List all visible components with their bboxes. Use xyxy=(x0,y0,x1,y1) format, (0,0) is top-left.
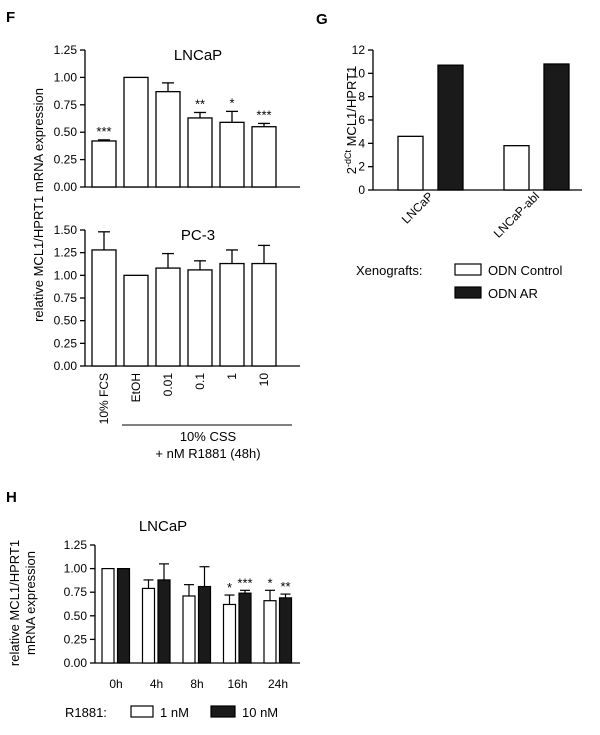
h-x-tick-label: 24h xyxy=(268,677,288,691)
legend-swatch-odn-ar xyxy=(454,286,482,299)
h-y-tick-label: 1.00 xyxy=(64,562,88,576)
f-lncap-y-tick-label: 0.00 xyxy=(54,180,78,194)
h-x-tick-label: 0h xyxy=(109,677,122,691)
f-pc3-y-tick-label: 0.25 xyxy=(54,336,78,350)
f-x-tick-label: 10 xyxy=(257,373,271,387)
f-pc3-bar xyxy=(251,262,277,367)
g-x-tick-label: LNCaP-abl xyxy=(491,189,542,240)
f-pc3-y-tick-label: 0.75 xyxy=(54,291,78,305)
h-y-tick-label: 0.00 xyxy=(64,656,88,670)
h-significance: ** xyxy=(280,579,290,594)
g-y-tick-label: 0 xyxy=(358,183,365,197)
legend-title-h: R1881: xyxy=(65,705,107,720)
g-y-tick-label: 10 xyxy=(352,66,366,80)
chart-title-pc3: PC-3 xyxy=(181,227,215,244)
f-lncap-bar xyxy=(155,90,181,188)
h-bar xyxy=(222,603,237,664)
h-x-tick-label: 16h xyxy=(227,677,247,691)
h-y-tick-label: 1.25 xyxy=(64,538,88,552)
g-x-tick-label: LNCaP xyxy=(399,189,436,226)
legend-label-10nm: 10 nM xyxy=(242,705,278,720)
g-y-tick-label: 4 xyxy=(358,136,365,150)
legend-label-odn-ar: ODN AR xyxy=(488,286,538,301)
h-y-tick-label: 0.25 xyxy=(64,632,88,646)
f-pc3-y-tick-label: 1.50 xyxy=(54,223,78,237)
f-lncap-bar xyxy=(251,126,277,188)
f-pc3-y-tick-label: 0.50 xyxy=(54,314,78,328)
f-x-tick-label: 0.1 xyxy=(193,373,207,390)
h-bar xyxy=(157,579,171,664)
plot-area: 0.000.250.500.751.001.25***** ****0.000.2… xyxy=(54,43,582,691)
legend-swatch-1nm xyxy=(130,705,154,718)
f-pc3-y-tick-label: 0.00 xyxy=(54,359,78,373)
g-y-tick-label: 6 xyxy=(358,113,365,127)
f-lncap-significance: *** xyxy=(96,124,111,139)
f-lncap-y-tick-label: 0.50 xyxy=(54,125,78,139)
h-bar xyxy=(278,597,293,664)
legend-title-g: Xenografts: xyxy=(356,263,423,278)
g-bar xyxy=(503,145,530,191)
f-pc3-bar xyxy=(219,262,245,367)
f-lncap-bar xyxy=(91,140,117,188)
h-x-tick-label: 8h xyxy=(190,677,203,691)
f-x-tick-label: 0.01 xyxy=(161,373,175,397)
chart-title-lncap-f: LNCaP xyxy=(174,47,222,64)
y-axis-label-h-line2: mRNA expression xyxy=(23,551,38,655)
h-y-tick-label: 0.50 xyxy=(64,609,88,623)
g-y-tick-label: 12 xyxy=(352,43,366,57)
h-bar xyxy=(238,592,252,664)
g-bar xyxy=(437,64,464,191)
h-bar xyxy=(263,600,277,664)
h-x-tick-label: 4h xyxy=(150,677,163,691)
f-lncap-significance: * xyxy=(229,95,234,110)
f-lncap-bar xyxy=(123,76,149,188)
f-pc3-bar xyxy=(155,267,181,367)
panel-letter-g: G xyxy=(316,11,328,28)
h-bar xyxy=(197,585,212,664)
f-lncap-y-tick-label: 1.00 xyxy=(54,70,78,84)
legend-swatch-odn-control xyxy=(454,263,482,276)
f-pc3-bar xyxy=(91,249,117,367)
g-y-tick-label: 8 xyxy=(358,90,365,104)
panel-letter-h: H xyxy=(6,489,17,506)
h-bar xyxy=(182,595,196,664)
f-lncap-y-tick-label: 1.25 xyxy=(54,43,78,57)
f-pc3-bar xyxy=(123,274,149,367)
y-axis-label-f: relative MCL1/HPRT1 mRNA expression xyxy=(31,88,46,322)
f-lncap-significance: ** xyxy=(195,96,205,111)
h-significance: * xyxy=(267,575,272,590)
f-lncap-y-tick-label: 0.25 xyxy=(54,153,78,167)
y-axis-label-h-line1: relative MCL1/HPRT1 xyxy=(7,540,22,666)
y-axis-label-g: 2-dCt MCL1/HPRT1 xyxy=(343,66,359,175)
g-y-tick-label: 2 xyxy=(358,160,365,174)
f-pc3-y-tick-label: 1.25 xyxy=(54,246,78,260)
h-bar xyxy=(101,567,115,664)
f-x-tick-label: 1 xyxy=(225,373,239,380)
f-lncap-y-tick-label: 0.75 xyxy=(54,98,78,112)
legend-label-odn-control: ODN Control xyxy=(488,263,563,278)
legend-swatch-10nm xyxy=(210,705,236,718)
h-y-tick-label: 0.75 xyxy=(64,585,88,599)
h-significance: *** xyxy=(237,575,252,590)
h-bar xyxy=(141,587,156,664)
g-bar xyxy=(397,135,424,191)
f-lncap-bar xyxy=(219,121,245,188)
group-label-line1: 10% CSS xyxy=(180,429,237,444)
f-pc3-y-tick-label: 1.00 xyxy=(54,268,78,282)
panel-letter-f: F xyxy=(6,9,15,26)
chart-title-lncap-h: LNCaP xyxy=(139,518,187,535)
h-bar xyxy=(116,567,131,664)
f-lncap-bar xyxy=(187,117,213,188)
f-x-tick-label: EtOH xyxy=(129,373,143,402)
group-label-line2: + nM R1881 (48h) xyxy=(155,446,260,461)
f-x-tick-label: 10% FCS xyxy=(97,373,111,424)
g-bar xyxy=(543,63,570,191)
f-lncap-significance: *** xyxy=(256,107,271,122)
legend-label-1nm: 1 nM xyxy=(160,705,189,720)
h-significance: * xyxy=(227,580,232,595)
f-pc3-bar xyxy=(187,269,213,367)
